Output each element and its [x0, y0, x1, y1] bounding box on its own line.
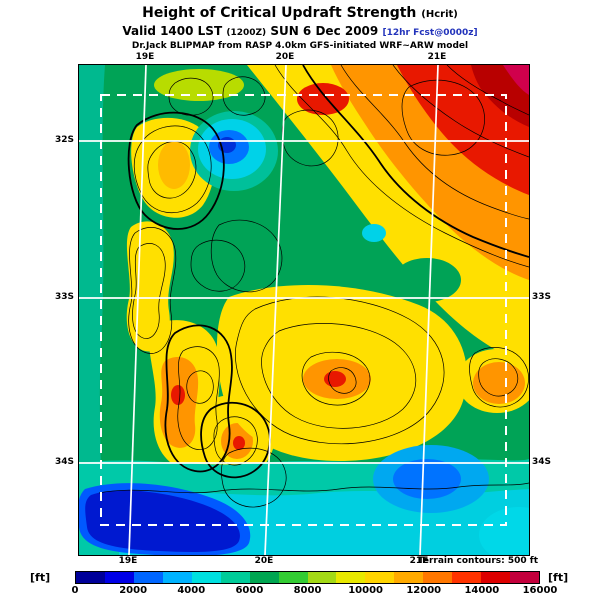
forecast-map — [78, 64, 530, 556]
terrain-contour-note: Terrain contours: 500 ft — [417, 556, 538, 566]
forecast-hour: [12hr Fcst@0000z] — [382, 28, 478, 38]
colorbar-segment — [133, 572, 163, 583]
lat-label-left-34s: 34S — [54, 457, 74, 467]
colorbar-segment — [423, 572, 453, 583]
colorbar-segment — [220, 572, 250, 583]
model-attribution-line: Dr.Jack BLIPMAP from RASP 4.0km GFS-init… — [131, 41, 469, 51]
colorbar-tick-label: 10000 — [348, 585, 384, 596]
colorbar-tick-label: 8000 — [293, 585, 322, 596]
colorbar-segment — [481, 572, 511, 583]
colorbar-tick-label: 4000 — [177, 585, 206, 596]
colorbar-segment — [452, 572, 482, 583]
colorbar-unit-left: [ft] — [30, 571, 51, 584]
lat-label-left-33s: 33S — [54, 292, 74, 302]
lon-label-bottom-19e: 19E — [118, 556, 138, 566]
terrain-contours — [98, 65, 529, 508]
valid-date: SUN 6 Dec 2009 — [270, 24, 379, 38]
lat-label-right-34s: 34S — [532, 457, 552, 467]
colorbar-tick-label: 6000 — [235, 585, 264, 596]
color-fill-field — [79, 65, 529, 555]
lat-label-right-33s: 33S — [532, 292, 552, 302]
colorbar-segment — [307, 572, 337, 583]
colorbar-segment — [104, 572, 134, 583]
colorbar-unit-right: [ft] — [548, 571, 569, 584]
valid-prefix: Valid 1400 LST — [122, 24, 223, 38]
colorbar-tick-label: 12000 — [406, 585, 442, 596]
lat-label-left-32s: 32S — [54, 135, 74, 145]
colorbar-segment — [510, 572, 539, 583]
lon-label-top-19e: 19E — [135, 52, 155, 62]
colorbar-segment — [249, 572, 279, 583]
colorbar-segment — [278, 572, 308, 583]
colorbar-segment — [336, 572, 366, 583]
lon-label-top-20e: 20E — [275, 52, 295, 62]
lat-lon-grid — [79, 65, 529, 555]
colorbar-segment — [394, 572, 424, 583]
colorbar-segment — [162, 572, 192, 583]
colorbar-tick-label: 16000 — [522, 585, 558, 596]
colorbar-segment — [365, 572, 395, 583]
lon-label-top-21e: 21E — [427, 52, 447, 62]
colorbar-segment — [76, 572, 105, 583]
colorbar-tick-label: 2000 — [119, 585, 148, 596]
page-title: Height of Critical Updraft Strength (Hcr… — [0, 5, 600, 21]
colorbar-ticks: 0 2000 4000 6000 8000 10000 12000 14000 16000 — [71, 585, 558, 598]
valid-zulu: (1200Z) — [226, 28, 267, 38]
colorbar-tick-label: 14000 — [464, 585, 500, 596]
updraft-height-field — [79, 65, 529, 555]
colorbar-tick-label: 0 — [71, 585, 79, 596]
valid-time-line: Valid 1400 LST (1200Z) SUN 6 Dec 2009 [1… — [0, 24, 600, 38]
lon-label-bottom-21e: 21E — [409, 556, 429, 566]
title-main: Height of Critical Updraft Strength — [142, 5, 417, 21]
title-parameter: (Hcrit) — [421, 9, 458, 20]
lon-label-bottom-20e: 20E — [254, 556, 274, 566]
colorbar-segment — [191, 572, 221, 583]
colorbar-gradient — [75, 571, 540, 584]
